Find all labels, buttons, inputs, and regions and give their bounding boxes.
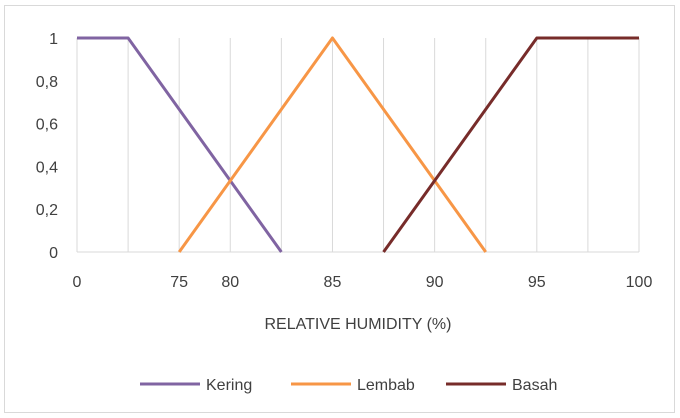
x-axis-title: RELATIVE HUMIDITY (%): [265, 316, 452, 333]
x-tick-label: 0: [73, 274, 82, 291]
legend: Kering Lembab Basah: [140, 377, 557, 394]
y-tick-label: 0: [49, 245, 58, 262]
legend-label-kering: Kering: [206, 377, 252, 394]
x-axis-ticks: 0 75 80 85 90 95 100: [73, 274, 653, 291]
legend-label-basah: Basah: [512, 377, 557, 394]
x-tick-label: 75: [170, 274, 188, 291]
y-axis-ticks: 0 0,2 0,4 0,6 0,8 1: [36, 31, 58, 262]
x-tick-label: 95: [528, 274, 546, 291]
x-tick-label: 100: [626, 274, 653, 291]
series-line-basah: [382, 36, 639, 253]
y-tick-label: 0,2: [36, 202, 58, 219]
chart-frame: [4, 5, 675, 413]
legend-label-lembab: Lembab: [357, 377, 415, 394]
y-tick-label: 0,4: [36, 159, 58, 176]
x-tick-label: 85: [324, 274, 342, 291]
y-tick-label: 1: [49, 31, 58, 48]
x-tick-label: 90: [426, 274, 444, 291]
y-tick-label: 0,8: [36, 74, 58, 91]
y-tick-label: 0,6: [36, 117, 58, 134]
grid-lines: [76, 38, 640, 252]
series-lines: [77, 36, 639, 253]
x-tick-label: 80: [221, 274, 239, 291]
